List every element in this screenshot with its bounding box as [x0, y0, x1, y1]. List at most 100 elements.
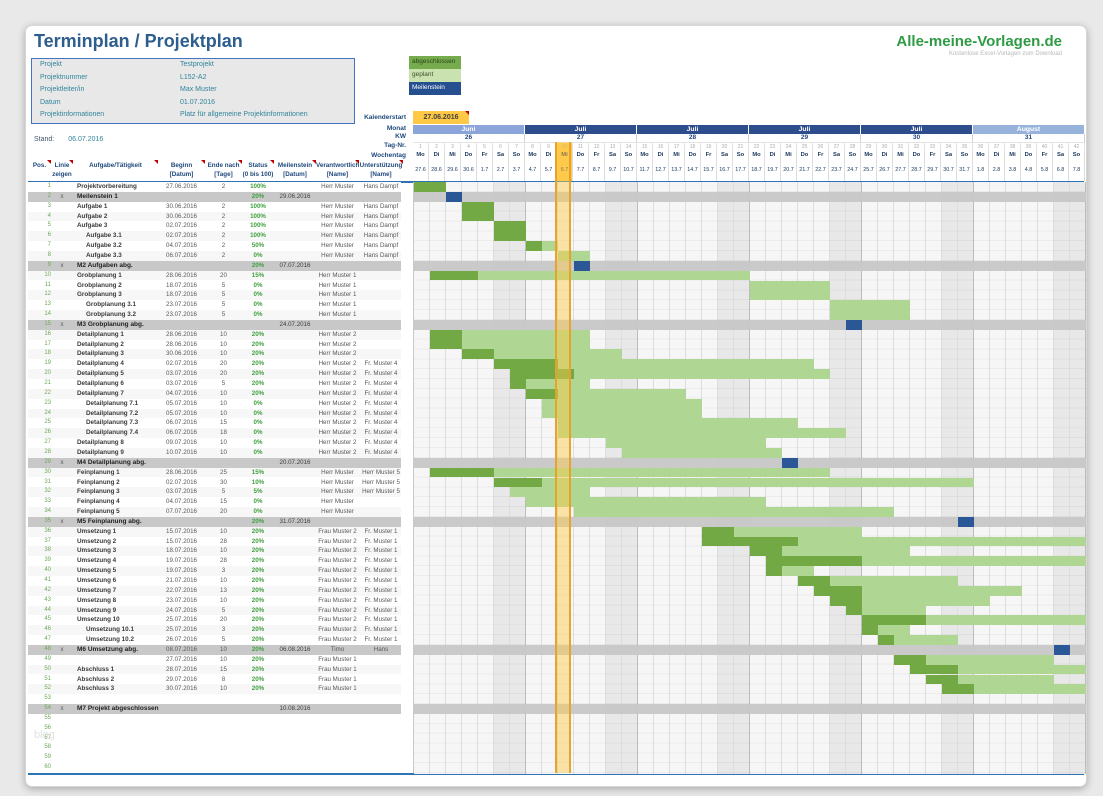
- cell-beginn[interactable]: 03.07.2016: [166, 488, 197, 496]
- cell-ende-nach[interactable]: 5: [221, 291, 226, 299]
- cell-ende-nach[interactable]: 28: [220, 537, 227, 545]
- cell-ende-nach[interactable]: 10: [220, 439, 227, 447]
- cell-linie-zeigen[interactable]: x: [60, 261, 64, 269]
- cell-unterstuetzung[interactable]: Fr. Muster 4: [364, 399, 398, 407]
- cell-aufgabe[interactable]: Meilenstein 1: [77, 192, 118, 200]
- cell-ende-nach[interactable]: 18: [220, 429, 227, 437]
- cell-linie-zeigen[interactable]: x: [60, 458, 64, 466]
- cell-beginn[interactable]: 04.07.2016: [166, 242, 197, 250]
- cell-aufgabe[interactable]: Umsetzung 3: [77, 547, 117, 555]
- cell-verantwortlich[interactable]: Herr Muster: [321, 498, 354, 506]
- cell-status[interactable]: 20%: [251, 616, 265, 624]
- cell-verantwortlich[interactable]: Herr Muster: [321, 183, 354, 190]
- cell-meilenstein-datum[interactable]: 10.08.2016: [279, 705, 311, 713]
- cell-aufgabe[interactable]: Grobplanung 1: [77, 271, 122, 279]
- cell-status[interactable]: 20%: [251, 577, 265, 584]
- cell-ende-nach[interactable]: 13: [220, 586, 227, 594]
- cell-verantwortlich[interactable]: Frau Muster 2: [318, 547, 357, 555]
- cell-status[interactable]: 20%: [242, 517, 274, 527]
- cell-aufgabe[interactable]: Aufgabe 3.3: [86, 251, 122, 259]
- cell-verantwortlich[interactable]: Timo: [330, 645, 345, 653]
- cell-linie-zeigen[interactable]: x: [60, 192, 64, 200]
- cell-verantwortlich[interactable]: Frau Muster 2: [318, 596, 357, 604]
- cell-ende-nach[interactable]: 25: [220, 468, 227, 476]
- cell-beginn[interactable]: 03.07.2016: [166, 380, 197, 387]
- cell-ende-nach[interactable]: 10: [220, 596, 227, 604]
- cell-beginn[interactable]: 05.07.2016: [166, 409, 197, 417]
- cell-beginn[interactable]: 27.07.2016: [166, 655, 197, 663]
- cell-beginn[interactable]: 28.06.2016: [166, 271, 197, 279]
- cell-beginn[interactable]: 06.07.2016: [166, 251, 197, 259]
- cell-ende-nach[interactable]: 20: [220, 360, 227, 368]
- cell-beginn[interactable]: 02.07.2016: [166, 232, 197, 240]
- cell-aufgabe[interactable]: Detailplanung 5: [77, 370, 124, 378]
- cell-aufgabe[interactable]: Detailplanung 7: [77, 389, 124, 397]
- cell-verantwortlich[interactable]: Frau Muster 1: [318, 665, 357, 673]
- cell-beginn[interactable]: 28.06.2016: [166, 340, 197, 348]
- cell-aufgabe[interactable]: Detailplanung 3: [77, 350, 124, 358]
- cell-status[interactable]: 50%: [251, 242, 265, 250]
- cell-unterstuetzung[interactable]: Hans Dampf: [363, 222, 399, 230]
- cell-ende-nach[interactable]: 15: [220, 665, 227, 673]
- cell-unterstuetzung[interactable]: Herr Muster 5: [362, 478, 400, 486]
- cell-beginn[interactable]: 28.07.2016: [166, 665, 197, 673]
- cell-verantwortlich[interactable]: Frau Muster 2: [318, 527, 357, 535]
- cell-verantwortlich[interactable]: Herr Muster 2: [318, 439, 357, 447]
- cell-ende-nach[interactable]: 2: [221, 232, 226, 240]
- cell-status[interactable]: 20%: [251, 360, 265, 368]
- cell-ende-nach[interactable]: 2: [221, 202, 226, 210]
- cell-aufgabe[interactable]: Aufgabe 3.2: [86, 242, 122, 250]
- cell-aufgabe[interactable]: Grobplanung 2: [77, 281, 122, 289]
- cell-status[interactable]: 20%: [251, 655, 265, 663]
- cell-verantwortlich[interactable]: Frau Muster 2: [318, 606, 357, 614]
- cell-beginn[interactable]: 22.07.2016: [166, 586, 197, 594]
- cell-aufgabe[interactable]: Detailplanung 4: [77, 360, 124, 368]
- cell-verantwortlich[interactable]: Herr Muster 2: [318, 330, 357, 338]
- cell-status[interactable]: 20%: [242, 192, 274, 202]
- cell-status[interactable]: 0%: [253, 429, 263, 437]
- cell-status[interactable]: 100%: [250, 202, 266, 210]
- cell-aufgabe[interactable]: Grobplanung 3: [77, 291, 122, 299]
- cell-aufgabe[interactable]: Umsetzung 5: [77, 567, 117, 575]
- cell-status[interactable]: 0%: [253, 448, 263, 456]
- cell-aufgabe[interactable]: Feinplanung 3: [77, 488, 120, 496]
- cell-status[interactable]: 20%: [242, 261, 274, 271]
- cell-beginn[interactable]: 06.07.2016: [166, 429, 197, 437]
- cell-verantwortlich[interactable]: Herr Muster: [321, 212, 354, 220]
- cell-unterstuetzung[interactable]: Fr. Muster 1: [364, 577, 398, 584]
- info-value[interactable]: Max Muster: [180, 86, 217, 94]
- cell-verantwortlich[interactable]: Frau Muster 2: [318, 616, 357, 624]
- cell-ende-nach[interactable]: 10: [220, 448, 227, 456]
- cell-ende-nach[interactable]: 5: [221, 281, 226, 289]
- cell-beginn[interactable]: 10.07.2016: [166, 448, 197, 456]
- cell-verantwortlich[interactable]: Herr Muster 1: [318, 281, 357, 289]
- cell-status[interactable]: 0%: [253, 311, 263, 319]
- cell-status[interactable]: 20%: [251, 350, 265, 358]
- cell-aufgabe[interactable]: Feinplanung 2: [77, 478, 120, 486]
- cell-status[interactable]: 0%: [253, 508, 263, 516]
- cell-ende-nach[interactable]: 3: [221, 626, 226, 634]
- cell-status[interactable]: 10%: [251, 478, 265, 486]
- cell-aufgabe[interactable]: Detailplanung 9: [77, 448, 124, 456]
- cell-verantwortlich[interactable]: Frau Muster 2: [318, 626, 357, 634]
- cell-aufgabe[interactable]: Detailplanung 7.3: [86, 419, 139, 427]
- cell-status[interactable]: 0%: [253, 291, 263, 299]
- cell-verantwortlich[interactable]: Herr Muster: [321, 468, 354, 476]
- cell-status[interactable]: 0%: [253, 301, 263, 309]
- cell-aufgabe[interactable]: Detailplanung 6: [77, 380, 124, 387]
- cell-verantwortlich[interactable]: Herr Muster: [321, 508, 354, 516]
- cell-status[interactable]: 20%: [251, 330, 265, 338]
- cell-status[interactable]: 20%: [251, 557, 265, 565]
- cell-ende-nach[interactable]: 20: [220, 616, 227, 624]
- cell-ende-nach[interactable]: 10: [220, 547, 227, 555]
- cell-unterstuetzung[interactable]: Hans Dampf: [363, 232, 399, 240]
- cell-ende-nach[interactable]: 15: [220, 498, 227, 506]
- cell-beginn[interactable]: 18.07.2016: [166, 547, 197, 555]
- cell-meilenstein-datum[interactable]: 29.06.2016: [279, 192, 311, 200]
- cell-status[interactable]: 20%: [251, 665, 265, 673]
- cell-verantwortlich[interactable]: Herr Muster 2: [318, 370, 357, 378]
- cell-status[interactable]: 20%: [251, 547, 265, 555]
- cell-aufgabe[interactable]: Grobplanung 3.2: [86, 311, 137, 319]
- cell-aufgabe[interactable]: Detailplanung 1: [77, 330, 124, 338]
- cell-unterstuetzung[interactable]: Fr. Muster 1: [364, 567, 398, 575]
